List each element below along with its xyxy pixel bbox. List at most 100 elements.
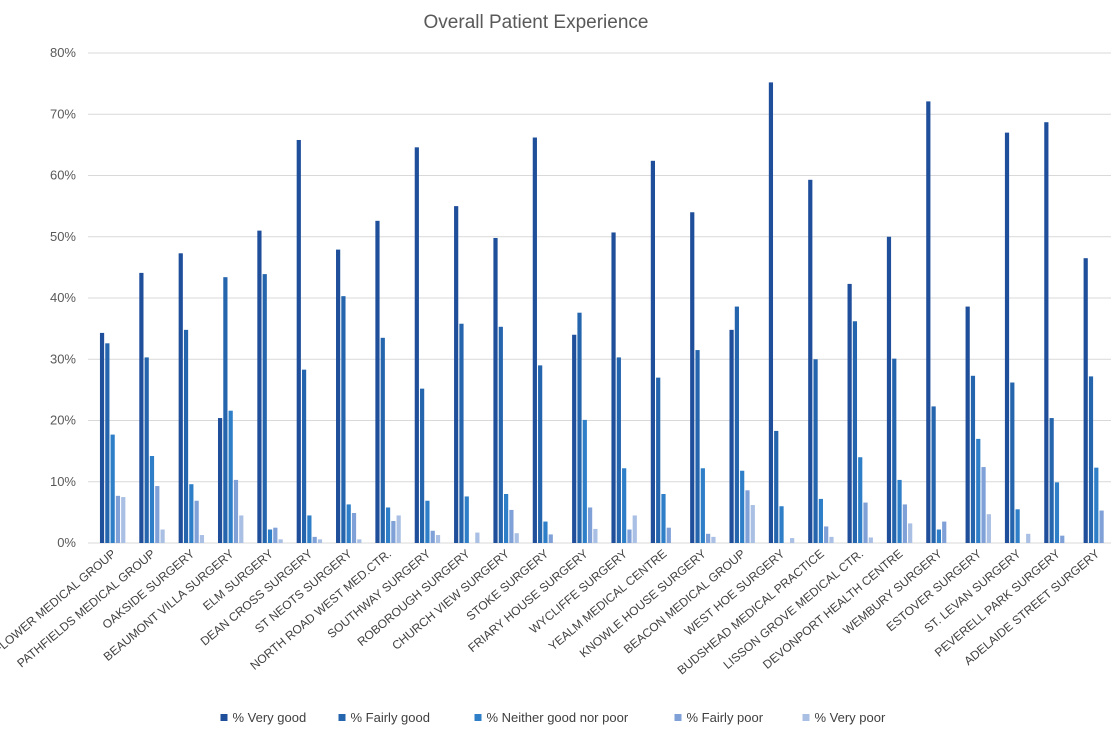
bar	[420, 388, 425, 543]
legend: % Very good % Fairly good % Neither good n…	[220, 710, 886, 725]
bar	[711, 536, 716, 544]
bar	[745, 490, 750, 543]
bar	[808, 179, 813, 544]
bar	[149, 456, 155, 543]
bar	[1049, 418, 1054, 543]
bar	[160, 529, 165, 543]
bar	[632, 515, 637, 543]
bar	[981, 467, 986, 543]
bar	[611, 232, 616, 543]
bar	[829, 536, 834, 544]
y-tick-label: 60%	[50, 168, 76, 183]
bar	[1004, 132, 1010, 544]
bar	[616, 357, 621, 543]
bar	[650, 160, 655, 544]
bar	[514, 533, 519, 543]
bar	[498, 326, 503, 543]
bar	[543, 521, 548, 543]
bar	[976, 438, 981, 544]
bar	[504, 494, 509, 543]
bar	[267, 529, 273, 543]
bar	[970, 375, 976, 543]
bar	[273, 527, 278, 543]
legend-swatch	[674, 714, 682, 721]
bar	[936, 529, 942, 543]
bar	[666, 527, 671, 543]
bar	[729, 329, 734, 543]
bar	[296, 139, 301, 544]
bar	[459, 323, 464, 543]
bar	[1015, 509, 1020, 543]
bar	[121, 497, 126, 543]
bar	[926, 101, 931, 543]
bar	[435, 535, 441, 543]
y-tick-label: 20%	[50, 413, 76, 428]
bar	[189, 484, 194, 543]
y-tick-label: 0%	[57, 535, 76, 550]
bar	[813, 359, 818, 543]
bar	[509, 509, 514, 543]
bar	[908, 523, 913, 543]
bar	[868, 537, 873, 543]
bar	[425, 500, 430, 543]
bar	[1094, 467, 1099, 543]
bar	[986, 514, 991, 543]
bar	[115, 495, 121, 543]
bar	[493, 237, 498, 544]
bar	[695, 350, 700, 543]
y-tick-label: 10%	[50, 474, 76, 489]
bar	[391, 520, 396, 543]
bar	[155, 486, 160, 543]
y-tick-label: 40%	[50, 290, 76, 305]
bar	[824, 526, 829, 543]
bar	[464, 496, 469, 543]
y-tick-label: 50%	[50, 229, 76, 244]
bar	[656, 377, 661, 544]
bar	[262, 274, 267, 543]
bar	[105, 343, 110, 543]
y-tick-label: 70%	[50, 106, 76, 121]
bar	[582, 419, 587, 543]
bar	[627, 529, 632, 543]
bar	[1088, 376, 1094, 543]
bar	[779, 506, 784, 543]
y-axis-ticks: 0% 10% 20% 30% 40% 50% 60% 70% 80%	[50, 45, 76, 550]
bar	[233, 479, 239, 543]
bar	[768, 82, 774, 544]
bar	[538, 365, 543, 544]
bar	[257, 230, 262, 544]
legend-label: % Very good	[233, 710, 307, 725]
bar	[1083, 258, 1088, 543]
bar	[351, 512, 357, 543]
bar	[588, 507, 593, 543]
bar	[790, 538, 795, 543]
bar	[740, 470, 745, 543]
legend-swatch	[338, 714, 346, 721]
bar	[144, 357, 149, 543]
bar	[548, 534, 553, 543]
bar	[897, 479, 902, 543]
bar	[341, 296, 346, 543]
bar	[902, 504, 907, 543]
bar	[734, 306, 739, 543]
bar	[863, 502, 868, 543]
bar	[690, 212, 695, 543]
bar	[532, 137, 537, 543]
bar	[396, 515, 401, 543]
bar	[892, 358, 897, 543]
bar	[278, 539, 283, 543]
bar	[572, 334, 577, 543]
bar	[430, 530, 435, 543]
bar	[239, 515, 244, 543]
bar	[357, 539, 362, 543]
bar	[454, 206, 459, 544]
y-tick-label: 80%	[50, 45, 76, 60]
y-tick-label: 30%	[50, 351, 76, 366]
bar	[301, 369, 307, 543]
legend-label: % Fairly good	[351, 710, 430, 725]
bar	[1060, 535, 1065, 543]
bar	[706, 533, 711, 543]
